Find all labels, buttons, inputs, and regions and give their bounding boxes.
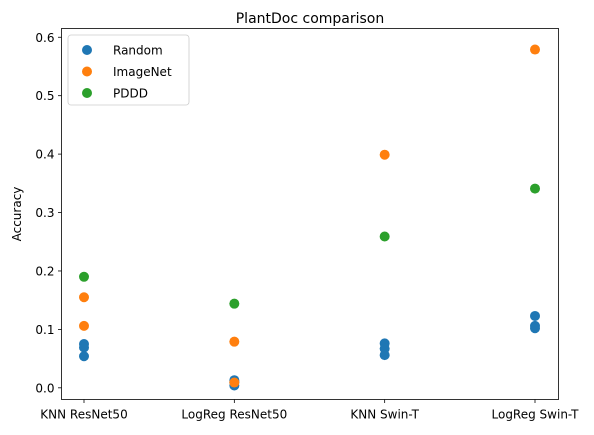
data-point-random [530,310,540,321]
y-axis: 0.0 0.1 0.2 0.3 0.4 0.5 0.6 [35,31,62,395]
data-point-imagenet [229,336,240,347]
x-axis: KNN ResNet50 LogReg ResNet50 KNN Swin-T Log… [40,399,580,422]
data-point-imagenet [79,292,89,303]
data-point-pddd [79,271,89,282]
plot-area-frame [61,28,559,400]
y-tick-label: 0.1 [35,323,54,337]
y-axis-title: Accuracy [10,187,24,242]
y-tick-label: 0.3 [35,206,54,220]
legend-marker-pddd [82,88,92,98]
data-point-random [79,351,89,362]
legend-label-imagenet: ImageNet [113,65,172,79]
data-points [79,44,540,391]
data-point-random [79,342,89,353]
legend-label-random: Random [113,44,163,58]
x-tick-label: LogReg ResNet50 [181,408,287,422]
data-point-pddd [530,183,540,194]
legend: Random ImageNet PDDD [67,34,190,106]
y-tick-label: 0.5 [35,89,54,103]
y-tick-label: 0.6 [35,31,54,45]
series-imagenet [79,44,540,388]
series-random [79,310,540,391]
legend-frame [67,34,190,106]
data-point-imagenet [79,320,89,331]
x-tick-label: LogReg Swin-T [492,408,580,422]
y-tick-label: 0.2 [35,264,54,278]
x-tick-label: KNN ResNet50 [40,408,127,422]
data-point-random [530,323,540,334]
series-pddd [79,183,540,309]
data-point-random [379,350,390,361]
legend-marker-imagenet [82,66,92,77]
legend-marker-random [82,45,92,55]
chart-title: PlantDoc comparison [236,11,385,27]
data-point-pddd [379,231,390,242]
data-point-imagenet [530,44,540,55]
data-point-imagenet [229,377,240,388]
y-tick-label: 0.0 [35,381,54,395]
x-tick-label: KNN Swin-T [350,408,419,422]
legend-label-pddd: PDDD [113,87,148,101]
data-point-imagenet [379,149,390,160]
y-tick-label: 0.4 [35,148,54,162]
data-point-pddd [229,298,240,309]
